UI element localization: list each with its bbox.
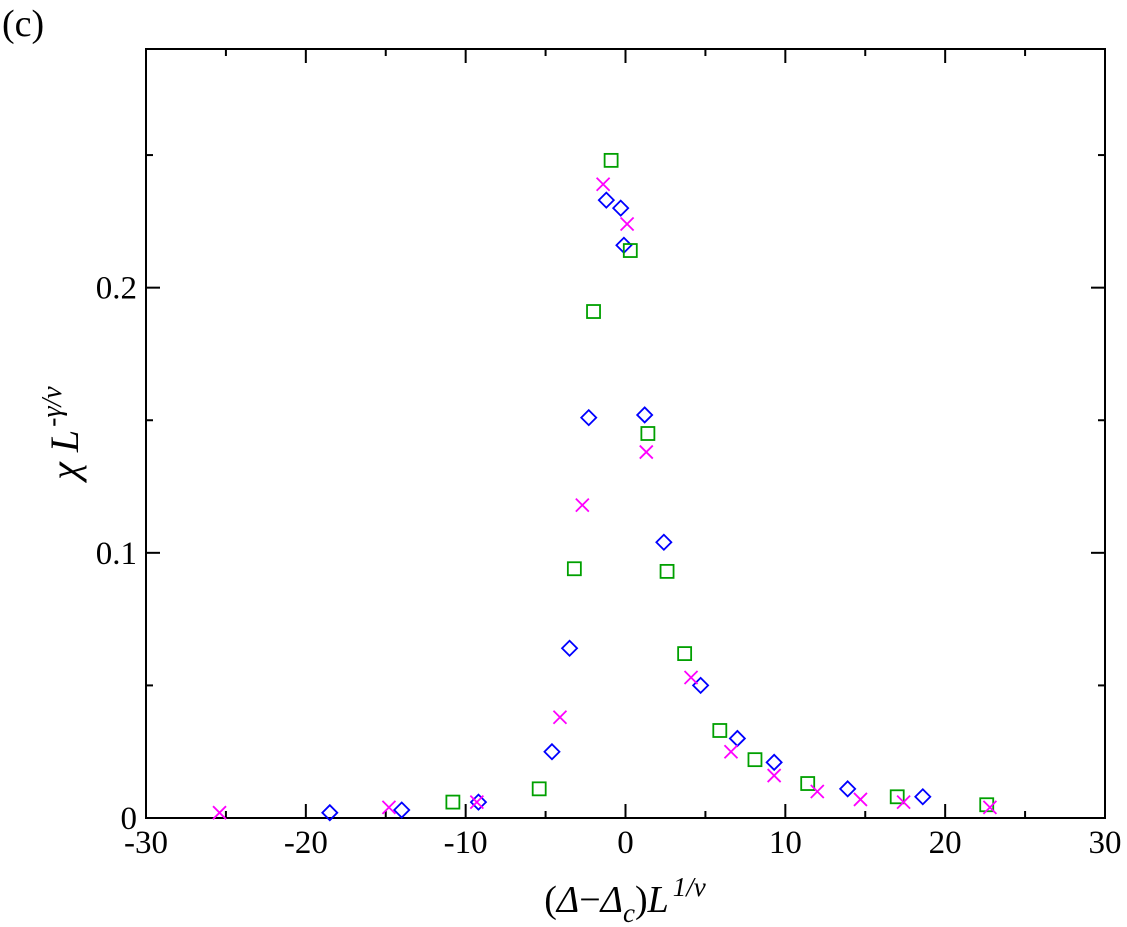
diamond-point (691, 676, 710, 695)
diamond-point (543, 742, 561, 761)
square-point (566, 561, 582, 577)
diamond-point (655, 533, 673, 551)
x-point (469, 794, 484, 810)
diamond-point (469, 793, 488, 811)
x-point (896, 794, 911, 810)
data-points (212, 152, 998, 822)
y-axis-label: χL-γ/ν (37, 386, 87, 484)
square-point (800, 776, 816, 791)
x-point (575, 497, 590, 513)
diamond-point (914, 788, 932, 806)
x-point (552, 710, 568, 725)
y-tick-labels: 0 0.1 0.2 (96, 271, 137, 837)
x-point (619, 216, 635, 232)
x-tick-label: -30 (124, 825, 168, 861)
panel-label: (c) (2, 3, 44, 45)
square-point (531, 781, 547, 797)
square-point (712, 723, 728, 738)
x-point (853, 792, 868, 807)
square-point (677, 646, 693, 661)
y-tick-label: 0.1 (96, 536, 137, 572)
x-point (683, 670, 699, 685)
x-tick-label: 30 (1089, 825, 1122, 861)
square-point (889, 789, 905, 805)
diamond-point (635, 406, 654, 424)
square-point (659, 563, 675, 579)
y-tick-label: 0.2 (96, 271, 137, 307)
x-tick-label: 10 (769, 825, 802, 861)
x-point (810, 784, 825, 799)
diamond-point (579, 408, 598, 427)
x-point (212, 805, 227, 820)
square-point (586, 304, 601, 319)
x-tick-label: 0 (617, 825, 634, 861)
square-point (622, 243, 638, 258)
diamond-point (611, 199, 630, 217)
x-tick-label: -10 (444, 825, 488, 861)
x-point (595, 177, 611, 192)
x-tick-labels: -30 -20 -10 0 10 20 30 (124, 825, 1122, 861)
y-tick-label: 0 (121, 801, 138, 837)
square-point (640, 426, 656, 441)
plot-frame (145, 48, 1106, 819)
square-point (445, 794, 461, 810)
x-tick-label: -20 (284, 825, 328, 861)
x-point (381, 800, 397, 815)
x-point (767, 768, 782, 783)
axis-ticks (145, 49, 1106, 819)
diamond-point (728, 729, 747, 748)
diamond-point (392, 801, 411, 819)
diamond-point (560, 639, 579, 658)
x-tick-label: 20 (929, 825, 962, 861)
diamond-point (765, 753, 783, 772)
diamond-point (597, 191, 616, 209)
x-axis-label: (Δ−Δc)L 1/ν (544, 872, 706, 927)
x-point (982, 800, 998, 815)
x-point (723, 744, 739, 759)
x-point (639, 444, 654, 460)
diamond-point (838, 780, 857, 798)
diamond-point (321, 803, 339, 822)
square-point (603, 152, 619, 168)
square-point (747, 752, 763, 768)
